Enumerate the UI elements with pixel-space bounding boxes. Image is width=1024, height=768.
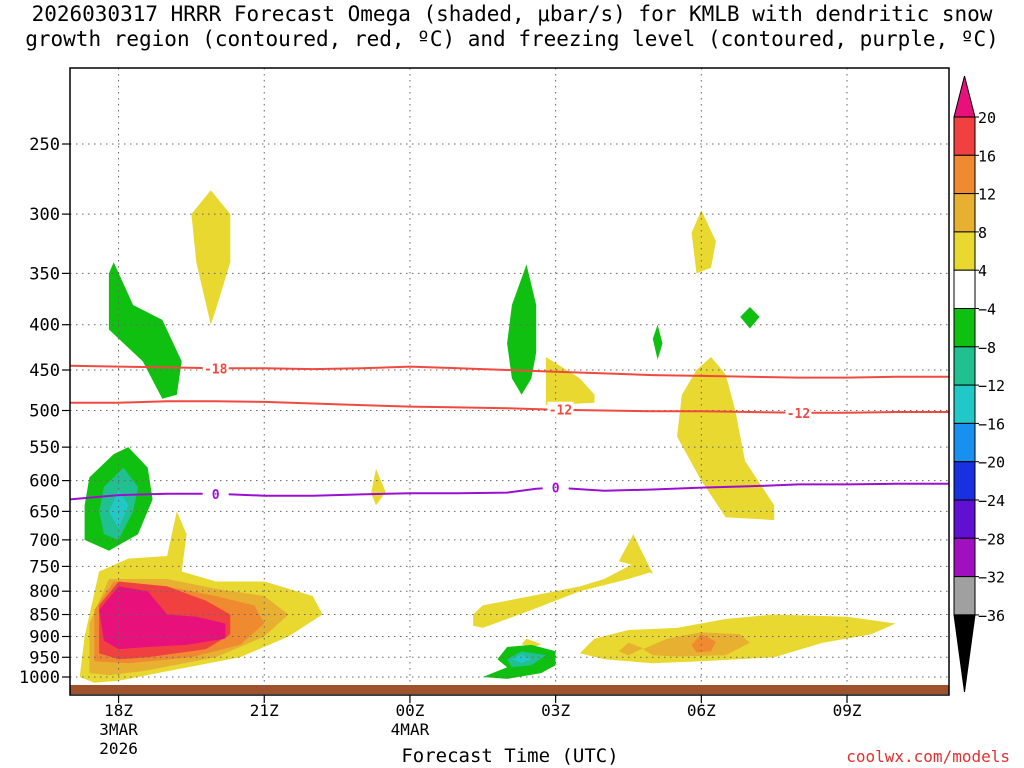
colorbar-swatch-7	[953, 384, 976, 424]
x-tick-label-06Z: 06Z	[687, 701, 716, 720]
freezing-level-label-1: 0	[552, 482, 560, 497]
y-tick-label-700: 700	[29, 531, 60, 551]
colorbar-swatch-2	[953, 193, 976, 233]
y-tick-label-900: 900	[29, 627, 60, 647]
y-tick-label-500: 500	[29, 402, 60, 422]
omega-region-7	[371, 468, 386, 506]
colorbar-label-8: −16	[978, 415, 1005, 433]
colorbar-label-7: −12	[978, 377, 1005, 395]
contour-lines: -18 -12 -12 0 0	[70, 360, 949, 503]
colorbar-label-12: −32	[978, 569, 1005, 587]
dendritic-bottom-contour	[70, 400, 949, 414]
title-line-1: 2026030317 HRRR Forecast Omega (shaded, …	[31, 2, 993, 26]
colorbar-swatch-9	[953, 461, 976, 501]
omega-region-27	[511, 654, 532, 664]
dendritic-bottom-label-bg-1	[785, 404, 812, 420]
y-tick-label-650: 650	[29, 502, 60, 522]
plot-frame	[69, 67, 950, 696]
omega-region-9	[691, 210, 716, 274]
y-tick-label-800: 800	[29, 582, 60, 602]
title-line-2: growth region (contoured, red, ºC) and f…	[25, 27, 999, 51]
y-tick-label-600: 600	[29, 472, 60, 492]
omega-region-8	[545, 357, 595, 406]
y-tick-label-300: 300	[29, 205, 60, 225]
x-tick-label-21Z: 21Z	[250, 701, 279, 720]
colorbar-swatch-3	[953, 231, 976, 271]
colorbar-bottom-arrow	[953, 614, 976, 693]
freezing-level-label-bg-1	[542, 479, 569, 495]
colorbar-label-3: 8	[978, 224, 987, 242]
omega-region-17	[691, 634, 716, 653]
x-tick-label-03Z: 03Z	[541, 701, 570, 720]
x-tick-label-00Z: 00Z	[395, 701, 424, 720]
colorbar-label-6: −8	[978, 339, 996, 357]
y-tick-label-350: 350	[29, 264, 60, 284]
colorbar-swatch-5	[953, 308, 976, 348]
colorbar-label-0: 20	[978, 109, 996, 127]
colorbar-swatch-6	[953, 346, 976, 386]
x-tick-label-18Z: 18Z	[104, 701, 133, 720]
y-tick-label-850: 850	[29, 606, 60, 626]
credit-link[interactable]: coolwx.com/models	[846, 747, 1010, 766]
omega-region-6	[191, 190, 231, 325]
colorbar-swatch-1	[953, 154, 976, 195]
colorbar-label-10: −24	[978, 492, 1005, 510]
y-tick-label-550: 550	[29, 438, 60, 458]
dendritic-top-contour	[70, 364, 949, 379]
y-tick-label-950: 950	[29, 648, 60, 668]
chart-title: 2026030317 HRRR Forecast Omega (shaded, …	[0, 2, 1024, 52]
colorbar-swatch-8	[953, 422, 976, 463]
omega-region-16	[618, 642, 643, 656]
x-tick-year-18Z: 2026	[99, 739, 138, 758]
y-tick-label-250: 250	[29, 135, 60, 155]
colorbar-swatch-11	[953, 537, 976, 578]
x-tick-date-18Z: 3MAR	[99, 720, 138, 739]
dendritic-bottom-label-1: -12	[787, 407, 810, 422]
y-tick-label-1000: 1000	[19, 668, 60, 688]
colorbar-label-5: −4	[978, 301, 996, 319]
freezing-level-contour	[70, 482, 949, 501]
colorbar-top-arrow	[953, 75, 976, 118]
x-axis-title: Forecast Time (UTC)	[401, 745, 619, 767]
colorbar-label-11: −28	[978, 530, 1005, 548]
y-tick-label-750: 750	[29, 557, 60, 577]
omega-region-10	[677, 357, 775, 521]
colorbar-label-13: −36	[978, 607, 1005, 625]
y-tick-label-400: 400	[29, 316, 60, 336]
colorbar: 20 16 12 8 4 −4 −8 −12 −16 −20 −24 −28 −32 −36	[953, 75, 1005, 693]
colorbar-swatch-4	[953, 269, 976, 310]
grid-lines	[70, 68, 949, 695]
omega-region-22	[507, 264, 537, 395]
colorbar-swatch-12	[953, 576, 976, 616]
colorbar-label-2: 12	[978, 186, 996, 204]
colorbar-swatch-0	[953, 116, 976, 156]
omega-region-12	[618, 534, 653, 574]
colorbar-label-4: 4	[978, 262, 987, 280]
omega-region-11	[473, 561, 653, 628]
omega-region-18	[108, 262, 182, 399]
shaded-regions	[79, 190, 896, 683]
y-tick-label-450: 450	[29, 361, 60, 381]
colorbar-label-1: 16	[978, 147, 996, 165]
colorbar-swatch-10	[953, 499, 976, 539]
omega-region-23	[652, 324, 663, 360]
omega-region-24	[740, 307, 760, 329]
omega-region-21	[108, 490, 129, 529]
x-tick-label-09Z: 09Z	[833, 701, 862, 720]
ground-strip	[70, 685, 949, 694]
colorbar-label-9: −20	[978, 454, 1005, 472]
dendritic-top-label-0: -18	[204, 362, 228, 377]
omega-region-5	[99, 586, 226, 650]
dendritic-top-label-bg-0	[202, 360, 229, 376]
dendritic-bottom-label-bg-0	[547, 401, 574, 417]
dendritic-bottom-label-0: -12	[549, 404, 572, 419]
y-axis: 2503003504004505005506006507007508008509…	[19, 135, 70, 688]
freezing-level-label-bg-0	[202, 485, 229, 501]
x-tick-date-00Z: 4MAR	[391, 720, 430, 739]
freezing-level-label-0: 0	[212, 488, 220, 503]
